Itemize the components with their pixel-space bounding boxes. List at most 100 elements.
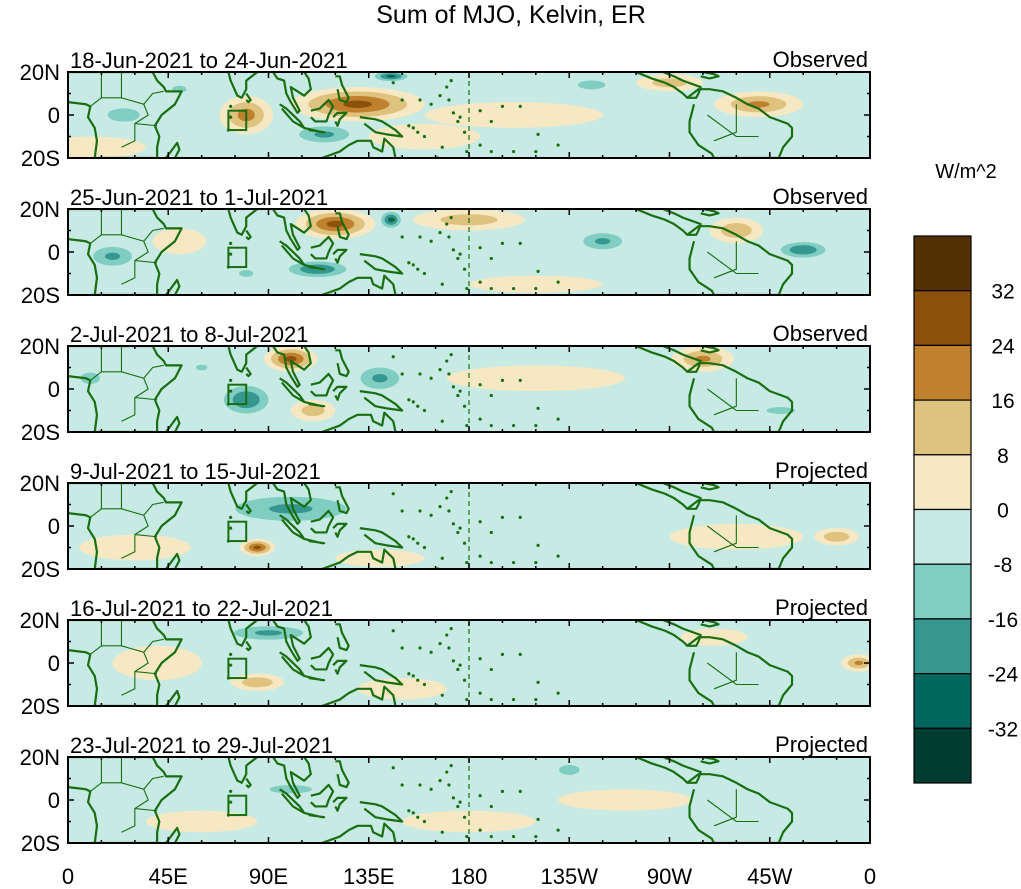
region-box (227, 520, 248, 543)
island (465, 834, 469, 839)
island (536, 817, 540, 821)
border-line (134, 397, 158, 401)
island (422, 682, 427, 687)
y-tick-label: 20S (21, 283, 60, 308)
coastline (226, 620, 260, 647)
island (440, 145, 444, 149)
anomaly-contour (80, 372, 100, 384)
island (489, 560, 493, 565)
island (478, 554, 482, 558)
colorbar-label: 8 (997, 445, 1009, 468)
coastline (335, 212, 350, 241)
anomaly-contour (335, 549, 425, 567)
coastline (686, 773, 794, 843)
island (500, 515, 505, 520)
coastline (245, 640, 252, 652)
island (429, 650, 433, 654)
island (489, 530, 493, 535)
coastline (332, 248, 348, 264)
border-line (143, 364, 164, 379)
panel-date-range: 2-Jul-2021 to 8-Jul-2021 (70, 322, 308, 347)
island (229, 663, 233, 667)
coastline (68, 72, 183, 158)
island (518, 515, 522, 520)
island (416, 130, 420, 134)
coastline (272, 72, 312, 114)
coastline (272, 483, 312, 525)
island (391, 629, 395, 633)
coastline (332, 111, 348, 127)
anomaly-contour (854, 660, 864, 666)
y-tick-label: 20N (20, 60, 60, 85)
coastline (279, 240, 306, 266)
island (456, 667, 460, 672)
island (518, 789, 522, 794)
coastline (686, 499, 794, 569)
region-box (227, 383, 248, 406)
island (422, 408, 427, 413)
coastline (310, 783, 335, 808)
island (478, 520, 482, 524)
island (229, 652, 233, 657)
island (456, 256, 460, 261)
y-tick-label: 20N (20, 471, 60, 496)
anomaly-contour (241, 677, 273, 688)
coastline (68, 620, 183, 706)
island (391, 81, 395, 85)
anomaly-contour (386, 74, 396, 78)
island (451, 385, 456, 389)
coastline (165, 141, 181, 158)
coastline (335, 623, 350, 652)
anomaly-contour (314, 131, 334, 138)
anomaly-contour (268, 504, 313, 514)
x-tick-label: 45W (747, 864, 792, 889)
map-panel: 20N 0 20S 25-Jun-2021 to 1-Jul-2021 Observed (20, 184, 871, 308)
coastline (332, 796, 348, 812)
island (456, 393, 460, 398)
island (449, 490, 453, 494)
island (500, 652, 505, 657)
island (458, 389, 462, 393)
island (449, 216, 453, 220)
island (407, 809, 411, 813)
island (445, 770, 449, 774)
panel-status: Observed (773, 47, 868, 72)
colorbar-label: 0 (997, 500, 1009, 523)
anomaly-contour (766, 407, 796, 414)
anomaly-contour (269, 785, 313, 794)
coastline (310, 372, 335, 397)
panel-date-range: 25-Jun-2021 to 1-Jul-2021 (70, 185, 328, 210)
coastline (359, 390, 404, 412)
coastline (700, 757, 720, 765)
island (411, 263, 415, 267)
anomaly-contour (424, 102, 603, 128)
island (445, 85, 449, 89)
colorbar-label: -16 (988, 609, 1018, 632)
island (556, 691, 560, 695)
border-line (134, 808, 158, 812)
island (445, 222, 449, 226)
panel-date-range: 9-Jul-2021 to 15-Jul-2021 (70, 459, 321, 484)
y-tick-label: 0 (48, 103, 60, 128)
coastline (700, 620, 720, 628)
island (440, 282, 444, 286)
island (511, 149, 516, 154)
anomaly-contour (68, 136, 146, 158)
island (489, 834, 493, 839)
island (511, 286, 516, 291)
island (489, 149, 493, 154)
island (438, 642, 442, 646)
island (416, 678, 420, 682)
island (518, 104, 522, 108)
border-line (143, 227, 164, 242)
x-tick-label: 180 (451, 864, 488, 889)
island (534, 560, 538, 565)
coastline (226, 346, 260, 373)
coastline (335, 349, 350, 378)
island (438, 94, 442, 98)
y-tick-label: 0 (48, 788, 60, 813)
coastline (68, 757, 183, 843)
coastline (332, 659, 348, 675)
